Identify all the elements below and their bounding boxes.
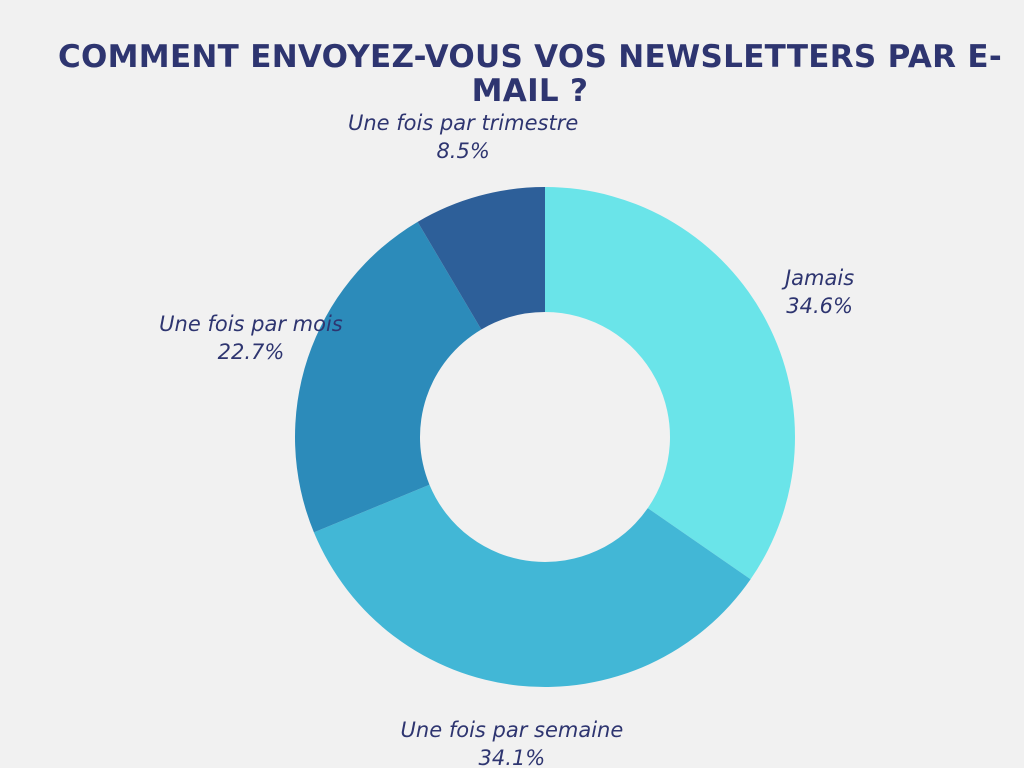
chart-title: COMMENT ENVOYEZ-VOUS VOS NEWSLETTERS PAR… (57, 39, 1003, 109)
slice-label: Une fois par semaine (401, 718, 624, 742)
donut-slice (313, 484, 751, 688)
slice-label: Une fois par mois (159, 312, 343, 336)
slice-label: Une fois par trimestre (348, 111, 578, 135)
value-label: 22.7% (218, 340, 285, 364)
value-label: 8.5% (436, 139, 489, 163)
slice-label: Jamais (781, 266, 854, 290)
donut-slice (295, 221, 482, 533)
donut-slice (417, 187, 545, 330)
value-label: 34.1% (479, 746, 546, 768)
donut-slice (545, 187, 796, 580)
value-label: 34.6% (786, 294, 853, 318)
